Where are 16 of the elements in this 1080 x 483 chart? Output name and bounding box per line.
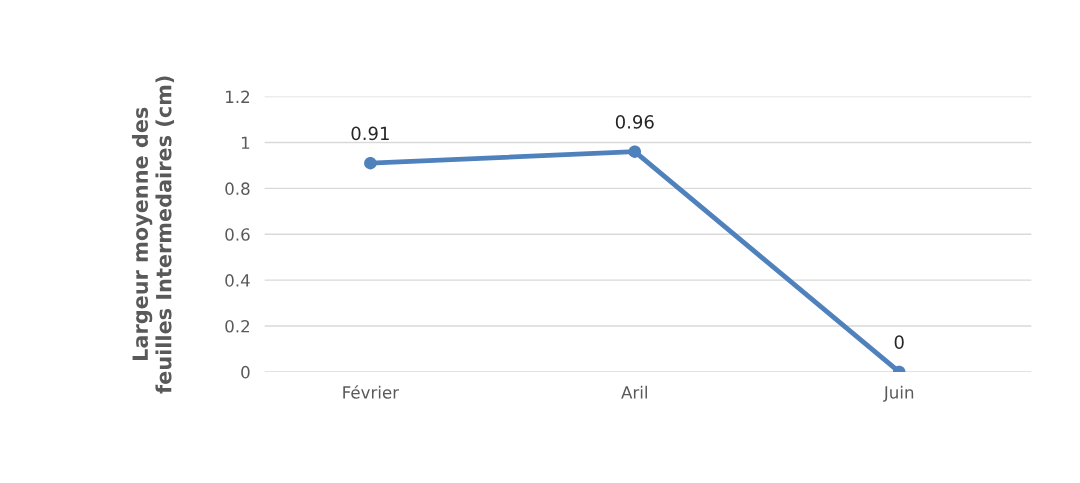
y-axis-title: Largeur moyenne des feuilles Intermedaires (cm) xyxy=(131,76,175,394)
data-label: 0.91 xyxy=(351,126,389,141)
y-tick-label: 1.2 xyxy=(226,90,250,103)
y-tick-label: 0 xyxy=(241,365,250,379)
y-tick-label: 0.4 xyxy=(225,274,250,287)
point xyxy=(628,145,642,158)
y-tick-label: 0.2 xyxy=(225,319,250,333)
point xyxy=(364,156,377,170)
x-tick-label: Février xyxy=(343,385,400,399)
x-tick-label: Juin xyxy=(883,385,914,402)
y-tick-label: 0.6 xyxy=(225,228,250,241)
data-label: 0 xyxy=(894,335,904,349)
data-label: 0.96 xyxy=(615,115,654,129)
y-tick-label: 1 xyxy=(241,136,250,149)
y-tick-label: 0.8 xyxy=(225,182,250,195)
x-tick-label: Aril xyxy=(621,385,647,399)
